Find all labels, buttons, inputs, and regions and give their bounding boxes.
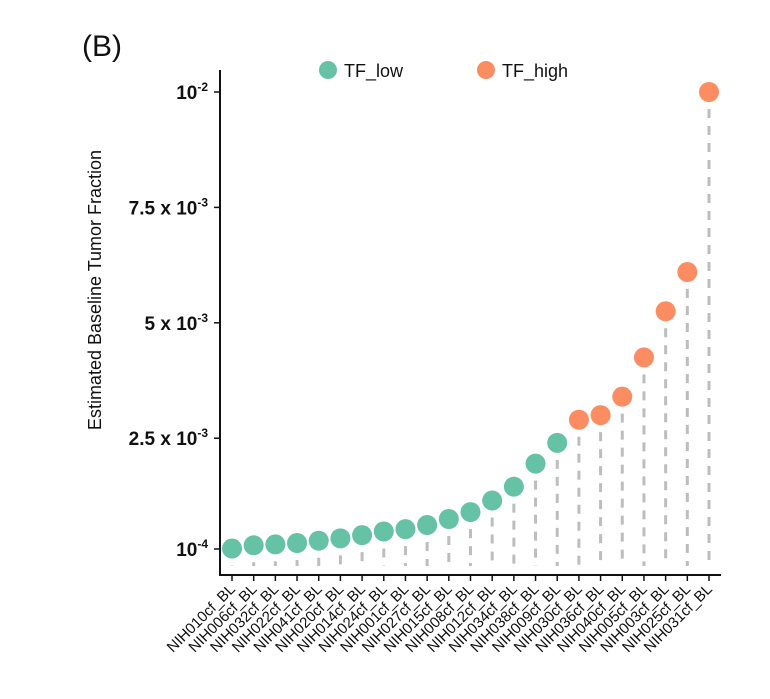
data-point <box>287 532 308 553</box>
data-point <box>222 538 242 559</box>
data-point <box>677 262 698 283</box>
y-tick-label: 7.5 x 10-3 <box>129 195 209 219</box>
panel-label: (B) <box>82 30 122 63</box>
legend: TF_low TF_high <box>319 61 568 82</box>
data-point <box>699 82 719 102</box>
data-point <box>438 508 459 529</box>
data-point <box>655 301 676 322</box>
data-point <box>373 521 394 542</box>
data-point <box>308 530 329 551</box>
legend-label: TF_low <box>344 61 404 82</box>
y-axis-label: Estimated Baseline Tumor Fraction <box>85 150 105 430</box>
data-point <box>568 409 589 430</box>
y-ticks: 10-4 2.5 x 10-3 5 x 10-3 7.5 x 10-3 10-2 <box>129 80 220 561</box>
data-point <box>612 386 633 407</box>
data-point <box>590 405 611 426</box>
data-point <box>417 514 438 535</box>
data-point <box>482 490 503 511</box>
data-point <box>503 476 524 497</box>
stems <box>230 92 711 566</box>
points <box>222 82 719 559</box>
y-tick-label: 5 x 10-3 <box>145 311 209 335</box>
legend-swatch <box>319 61 337 79</box>
data-point <box>460 502 481 523</box>
data-point <box>395 519 416 540</box>
data-point <box>547 432 568 453</box>
data-point <box>525 453 546 474</box>
data-point <box>330 528 351 549</box>
y-tick-label: 2.5 x 10-3 <box>129 426 209 450</box>
data-point <box>265 534 286 555</box>
data-point <box>633 347 654 368</box>
legend-swatch <box>477 61 495 79</box>
data-point <box>352 525 373 546</box>
x-ticks: NIH010cf_BLNIH006cf_BLNIH032cf_BLNIH022c… <box>164 575 716 656</box>
y-tick-label: 10-4 <box>176 537 208 561</box>
data-point <box>243 535 264 556</box>
legend-label: TF_high <box>502 61 568 82</box>
y-tick-label: 10-2 <box>176 80 208 104</box>
